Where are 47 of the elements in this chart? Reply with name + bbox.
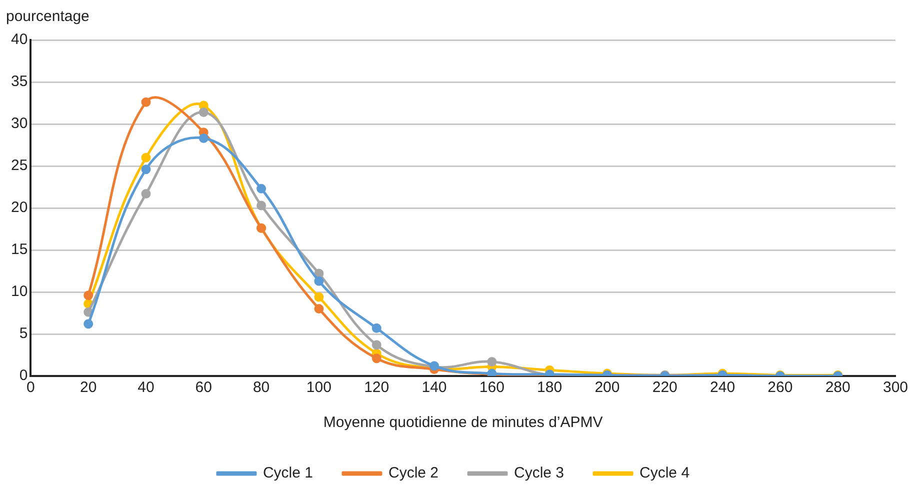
point: [141, 152, 151, 162]
point: [372, 354, 382, 364]
x-tick-label: 80: [252, 379, 270, 396]
x-tick-label: 300: [882, 379, 908, 396]
y-axis-title: pourcentage: [6, 8, 90, 25]
point: [141, 97, 151, 107]
y-tick-label: 35: [10, 73, 28, 90]
x-axis-title: Moyenne quotidienne de minutes d’APMV: [323, 414, 603, 432]
x-tick-label: 240: [710, 379, 736, 396]
point: [84, 319, 94, 329]
y-tick-label: 0: [19, 367, 28, 384]
point: [314, 292, 324, 302]
x-tick-label: 200: [594, 379, 620, 396]
x-tick-label: 20: [80, 379, 97, 396]
point: [84, 290, 94, 300]
point: [372, 323, 382, 333]
point: [198, 107, 208, 117]
y-tick-label: 30: [10, 115, 28, 132]
point: [372, 340, 382, 350]
point: [198, 134, 208, 144]
legend-label: Cycle 3: [514, 464, 564, 482]
x-tick-label: 160: [479, 379, 504, 396]
y-tick-label: 20: [10, 199, 28, 216]
x-tick-label: 100: [306, 379, 332, 396]
point: [256, 184, 266, 194]
y-tick-label: 10: [10, 283, 28, 300]
y-tick-label: 40: [10, 31, 28, 48]
x-tick-label: 140: [422, 379, 447, 396]
x-tick-label: 280: [825, 379, 850, 396]
x-tick-label: 260: [768, 379, 793, 396]
point: [487, 356, 497, 366]
point: [314, 304, 324, 314]
y-tick-label: 15: [10, 241, 28, 258]
point: [141, 188, 151, 198]
legend-label: Cycle 2: [388, 464, 439, 482]
point: [314, 276, 324, 286]
point: [141, 164, 151, 174]
legend-label: Cycle 4: [640, 464, 690, 482]
x-tick-label: 60: [195, 379, 212, 396]
x-tick-label: 220: [652, 379, 678, 396]
legend-label: Cycle 1: [262, 464, 313, 482]
point: [256, 200, 266, 210]
y-tick-label: 5: [19, 325, 28, 342]
x-tick-label: 40: [138, 379, 154, 396]
x-tick-label: 180: [537, 379, 562, 396]
y-tick-label: 25: [10, 157, 28, 174]
x-tick-label: 120: [364, 379, 390, 396]
